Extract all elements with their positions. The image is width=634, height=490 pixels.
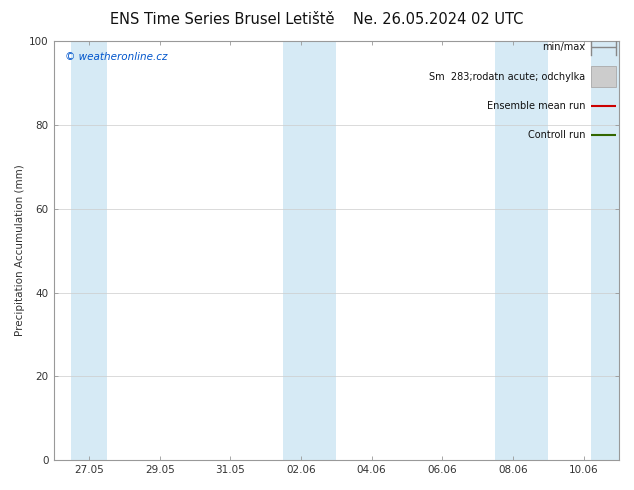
Bar xyxy=(283,41,336,460)
Text: Controll run: Controll run xyxy=(527,130,585,140)
Text: Ensemble mean run: Ensemble mean run xyxy=(486,101,585,111)
Text: ENS Time Series Brusel Letiště    Ne. 26.05.2024 02 UTC: ENS Time Series Brusel Letiště Ne. 26.05… xyxy=(110,12,524,27)
Bar xyxy=(591,41,619,460)
Text: min/max: min/max xyxy=(542,42,585,52)
Bar xyxy=(495,41,548,460)
Text: © weatheronline.cz: © weatheronline.cz xyxy=(65,51,167,62)
Y-axis label: Precipitation Accumulation (mm): Precipitation Accumulation (mm) xyxy=(15,165,25,337)
Bar xyxy=(71,41,107,460)
Text: Sm  283;rodatn acute; odchylka: Sm 283;rodatn acute; odchylka xyxy=(429,72,585,82)
Bar xyxy=(591,66,616,87)
